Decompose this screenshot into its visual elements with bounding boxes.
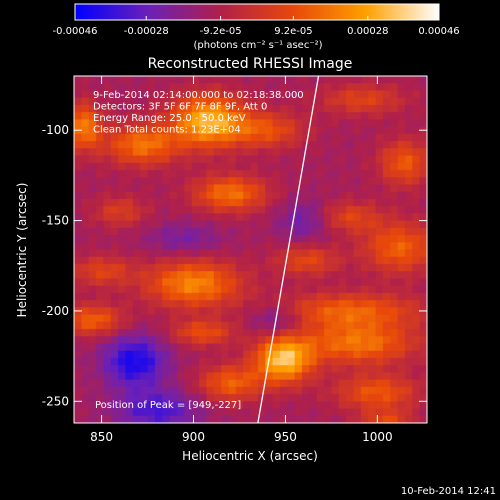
colorbar-tick-label: 0.00046	[418, 26, 459, 37]
y-axis-ticks: -100 -150 -200 -250	[42, 123, 427, 408]
colorbar-units: (photons cm⁻² s⁻¹ asec⁻²)	[193, 40, 322, 51]
colorbar: -0.00046 -0.00028 -9.2e-05 9.2e-05 0.00028 0.…	[53, 3, 460, 51]
peak-label: Position of Peak = [949,-227]	[95, 400, 241, 411]
colorbar-tick-label: 9.2e-05	[274, 26, 312, 37]
colorbar-bar	[75, 4, 439, 20]
chart-title: Reconstructed RHESSI Image	[148, 56, 353, 72]
limb-line	[257, 76, 320, 423]
y-tick-label: -100	[42, 123, 69, 137]
annotation-line: 9-Feb-2014 02:14:00.000 to 02:18:38.000	[93, 90, 304, 101]
x-tick-label: 850	[90, 430, 113, 444]
plot-frame	[73, 75, 428, 424]
colorbar-tick-label: -0.00028	[124, 26, 169, 37]
annotations: 9-Feb-2014 02:14:00.000 to 02:18:38.000D…	[93, 90, 304, 136]
colorbar-tick-label: -0.00046	[53, 26, 98, 37]
x-axis-ticks: 850 900 950 1000	[90, 76, 393, 444]
annotation-line: Detectors: 3F 5F 6F 7F 8F 9F, Att 0	[93, 102, 267, 113]
plot-area: 850 900 950 1000 -100 -150 -200 -250	[42, 75, 428, 444]
y-tick-label: -150	[42, 214, 69, 228]
heatmap	[74, 76, 427, 423]
y-tick-label: -250	[42, 394, 69, 408]
footer-date: 10-Feb-2014 12:41	[401, 486, 496, 497]
y-tick-label: -200	[42, 304, 69, 318]
colorbar-frame	[74, 3, 440, 21]
y-axis-label: Heliocentric Y (arcsec)	[15, 183, 29, 318]
colorbar-tick-label: -9.2e-05	[200, 26, 242, 37]
x-tick-label: 900	[182, 430, 205, 444]
x-tick-label: 1000	[362, 430, 393, 444]
annotation-line: Clean Total counts: 1.23E+04	[93, 125, 241, 136]
x-tick-label: 950	[274, 430, 297, 444]
x-axis-label: Heliocentric X (arcsec)	[182, 449, 318, 463]
colorbar-ticks: -0.00046 -0.00028 -9.2e-05 9.2e-05 0.00028 0.…	[53, 16, 460, 37]
colorbar-tick-label: 0.00028	[347, 26, 388, 37]
annotation-line: Energy Range: 25.0 - 50.0 keV	[93, 113, 246, 124]
